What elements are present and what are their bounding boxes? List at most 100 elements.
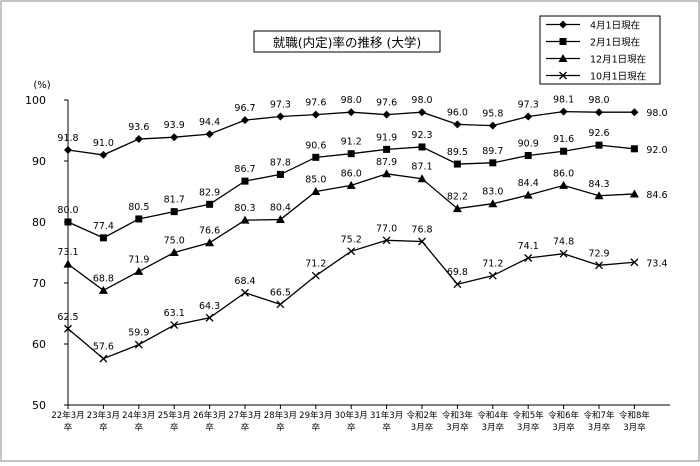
data-point bbox=[169, 248, 179, 256]
data-label: 77.0 bbox=[376, 223, 397, 234]
data-label: 93.9 bbox=[164, 120, 185, 131]
data-label: 92.0 bbox=[646, 145, 667, 156]
data-label: 77.4 bbox=[93, 221, 114, 232]
data-label: 98.0 bbox=[588, 95, 609, 106]
data-point bbox=[595, 261, 603, 270]
y-tick-label: 50 bbox=[32, 399, 46, 412]
data-point bbox=[559, 107, 568, 116]
legend-item: 2月1日現在 bbox=[546, 37, 640, 49]
x-tick-label: 卒 bbox=[276, 422, 285, 433]
data-label: 98.0 bbox=[411, 95, 432, 106]
data-point bbox=[560, 147, 568, 155]
data-point bbox=[311, 271, 320, 280]
data-label: 86.0 bbox=[553, 168, 574, 179]
data-point bbox=[347, 247, 356, 256]
data-point bbox=[630, 108, 639, 117]
x-tick-label: 3月卒 bbox=[482, 422, 505, 433]
data-label: 63.1 bbox=[164, 308, 185, 319]
legend-marker bbox=[559, 20, 567, 29]
data-label: 81.7 bbox=[164, 195, 185, 206]
data-label: 92.3 bbox=[411, 130, 432, 141]
data-label: 94.4 bbox=[199, 117, 220, 128]
data-point bbox=[417, 174, 427, 183]
data-label: 95.8 bbox=[482, 109, 503, 120]
data-label: 74.8 bbox=[553, 237, 574, 248]
data-point bbox=[559, 249, 568, 258]
x-tick-label: 3月卒 bbox=[552, 422, 575, 433]
x-tick-label: 30年3月 bbox=[335, 410, 368, 421]
data-point bbox=[240, 215, 250, 224]
x-tick-label: 卒 bbox=[312, 422, 321, 433]
data-point bbox=[382, 169, 392, 178]
data-label: 91.9 bbox=[376, 132, 397, 143]
data-label: 86.0 bbox=[341, 168, 362, 179]
data-point bbox=[276, 300, 285, 309]
y-tick-label: 100 bbox=[25, 94, 46, 107]
data-label: 73.1 bbox=[57, 247, 78, 258]
data-label: 75.0 bbox=[164, 236, 185, 247]
data-label: 97.6 bbox=[376, 98, 397, 109]
data-point bbox=[241, 116, 249, 125]
data-label: 57.6 bbox=[93, 342, 114, 353]
data-point bbox=[241, 177, 249, 185]
x-tick-label: 卒 bbox=[99, 422, 108, 433]
data-point bbox=[523, 190, 533, 199]
data-point bbox=[383, 145, 391, 153]
data-point bbox=[64, 324, 72, 333]
data-point bbox=[524, 254, 533, 262]
series-square: 80.0 77.4 80.5 81.7 82.9 86.7 87.8 90.6 91.2 91.9… bbox=[57, 128, 668, 242]
x-tick-label: 令和4年 bbox=[477, 410, 508, 421]
legend-marker bbox=[559, 71, 567, 80]
data-label: 73.4 bbox=[646, 258, 667, 269]
data-point bbox=[63, 259, 73, 268]
data-point bbox=[347, 108, 356, 117]
x-tick-label: 24年3月 bbox=[122, 410, 155, 421]
data-label: 76.6 bbox=[199, 226, 220, 237]
legend-marker bbox=[558, 54, 568, 62]
data-label: 80.4 bbox=[270, 203, 291, 214]
series-diamond: 91.8 91.0 93.6 93.9 94.4 96.7 97.3 97.6 98.0 97.6… bbox=[57, 95, 668, 159]
legend-label: 4月1日現在 bbox=[590, 20, 640, 32]
data-label: 66.5 bbox=[270, 287, 291, 298]
data-point bbox=[276, 112, 285, 121]
data-point bbox=[630, 145, 638, 153]
data-point bbox=[488, 199, 498, 208]
x-tick-label: 令和8年 bbox=[619, 410, 650, 421]
data-point bbox=[418, 237, 426, 246]
data-point bbox=[346, 180, 356, 189]
series-triangle: 73.1 68.8 71.9 75.0 76.6 80.3 80.4 85.0 86.0 87.9… bbox=[57, 157, 668, 294]
legend-item: 10月1日現在 bbox=[546, 71, 646, 83]
data-label: 84.6 bbox=[646, 190, 667, 201]
x-tick-label: 令和2年 bbox=[407, 410, 438, 421]
data-point bbox=[630, 258, 639, 267]
data-point bbox=[99, 234, 107, 242]
data-label: 89.5 bbox=[447, 147, 468, 158]
data-label: 75.2 bbox=[341, 234, 362, 245]
x-tick-label: 卒 bbox=[205, 422, 214, 433]
data-label: 68.8 bbox=[93, 273, 114, 284]
data-point bbox=[453, 160, 461, 168]
data-label: 86.7 bbox=[234, 164, 255, 175]
data-label: 92.6 bbox=[588, 128, 609, 139]
data-point bbox=[524, 112, 533, 121]
y-tick-label: 80 bbox=[32, 216, 46, 229]
data-label: 72.9 bbox=[588, 248, 609, 259]
data-point bbox=[347, 150, 355, 158]
data-label: 98.0 bbox=[341, 95, 362, 106]
x-tick-label: 31年3月 bbox=[370, 410, 403, 421]
data-point bbox=[99, 150, 108, 159]
data-point bbox=[453, 120, 462, 129]
data-label: 91.6 bbox=[553, 134, 574, 145]
data-label: 98.0 bbox=[646, 108, 667, 119]
x-tick-label: 22年3月 bbox=[51, 410, 84, 421]
data-point bbox=[453, 280, 462, 289]
x-tick-label: 3月卒 bbox=[411, 422, 434, 433]
data-label: 62.5 bbox=[57, 312, 78, 323]
chart-title-box: 就職(内定)率の推移 (大学) bbox=[253, 30, 441, 53]
data-label: 97.3 bbox=[270, 99, 291, 110]
x-tick-label: 3月卒 bbox=[588, 422, 611, 433]
data-label: 87.8 bbox=[270, 157, 291, 168]
data-label: 93.6 bbox=[128, 122, 149, 133]
